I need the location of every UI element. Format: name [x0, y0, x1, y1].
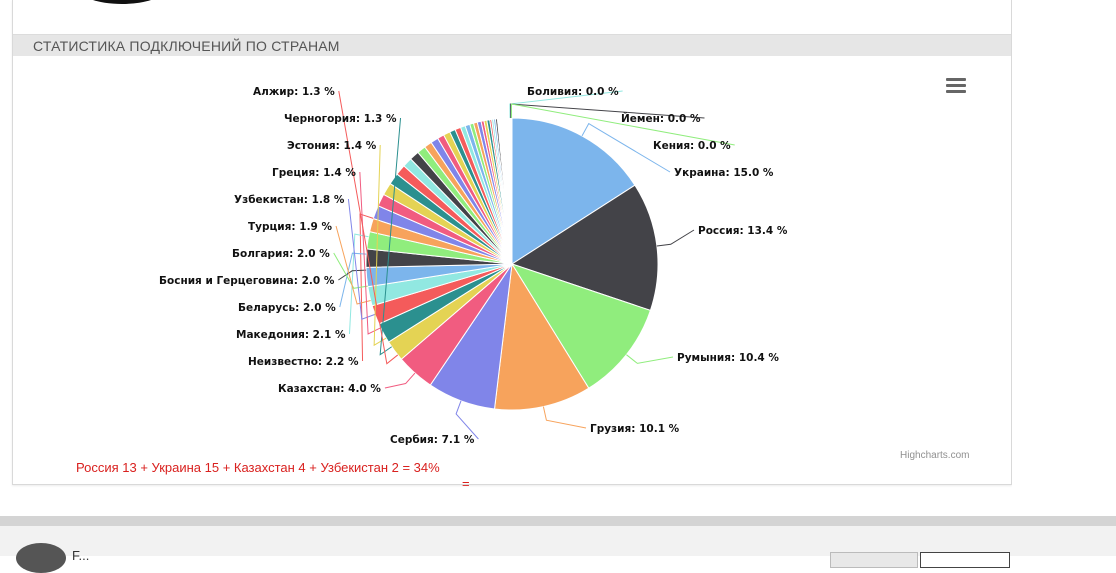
- data-label: Узбекистан: 1.8 %: [234, 194, 345, 206]
- data-label: Болгария: 2.0 %: [232, 248, 330, 260]
- data-label: Беларусь: 2.0 %: [238, 302, 336, 314]
- label-connector: [385, 373, 415, 388]
- handwritten-annotation-equals: =: [462, 476, 470, 491]
- footer-button[interactable]: [830, 552, 918, 568]
- hamburger-menu-icon[interactable]: [946, 78, 966, 94]
- data-label: Турция: 1.9 %: [248, 221, 333, 233]
- data-label: Сербия: 7.1 %: [390, 434, 475, 446]
- data-label: Казахстан: 4.0 %: [278, 383, 381, 395]
- data-label: Грузия: 10.1 %: [590, 423, 680, 435]
- data-label: Неизвестно: 2.2 %: [248, 356, 359, 368]
- data-label: Боливия: 0.0 %: [527, 86, 619, 98]
- next-post-footer: F...: [0, 526, 1116, 556]
- data-label: Алжир: 1.3 %: [253, 86, 335, 98]
- highcharts-credits[interactable]: Highcharts.com: [900, 450, 969, 461]
- data-label: Греция: 1.4 %: [272, 167, 356, 179]
- data-label: Украина: 15.0 %: [674, 167, 774, 179]
- data-label: Македония: 2.1 %: [236, 329, 346, 341]
- label-connector: [657, 230, 694, 246]
- data-label: Босния и Герцеговина: 2.0 %: [159, 275, 335, 287]
- footer-button-secondary[interactable]: [920, 552, 1010, 568]
- avatar: [16, 543, 66, 573]
- bottom-divider: [0, 516, 1116, 526]
- data-label: Эстония: 1.4 %: [287, 140, 377, 152]
- data-label: Йемен: 0.0 %: [621, 112, 701, 125]
- data-label: Румыния: 10.4 %: [677, 352, 779, 364]
- data-label: Черногория: 1.3 %: [284, 113, 397, 125]
- data-label: Россия: 13.4 %: [698, 225, 788, 237]
- label-connector: [543, 407, 586, 428]
- data-label: Кения: 0.0 %: [653, 140, 731, 152]
- handwritten-annotation: Россия 13 + Украина 15 + Казахстан 4 + У…: [76, 460, 440, 475]
- label-connector: [626, 355, 673, 364]
